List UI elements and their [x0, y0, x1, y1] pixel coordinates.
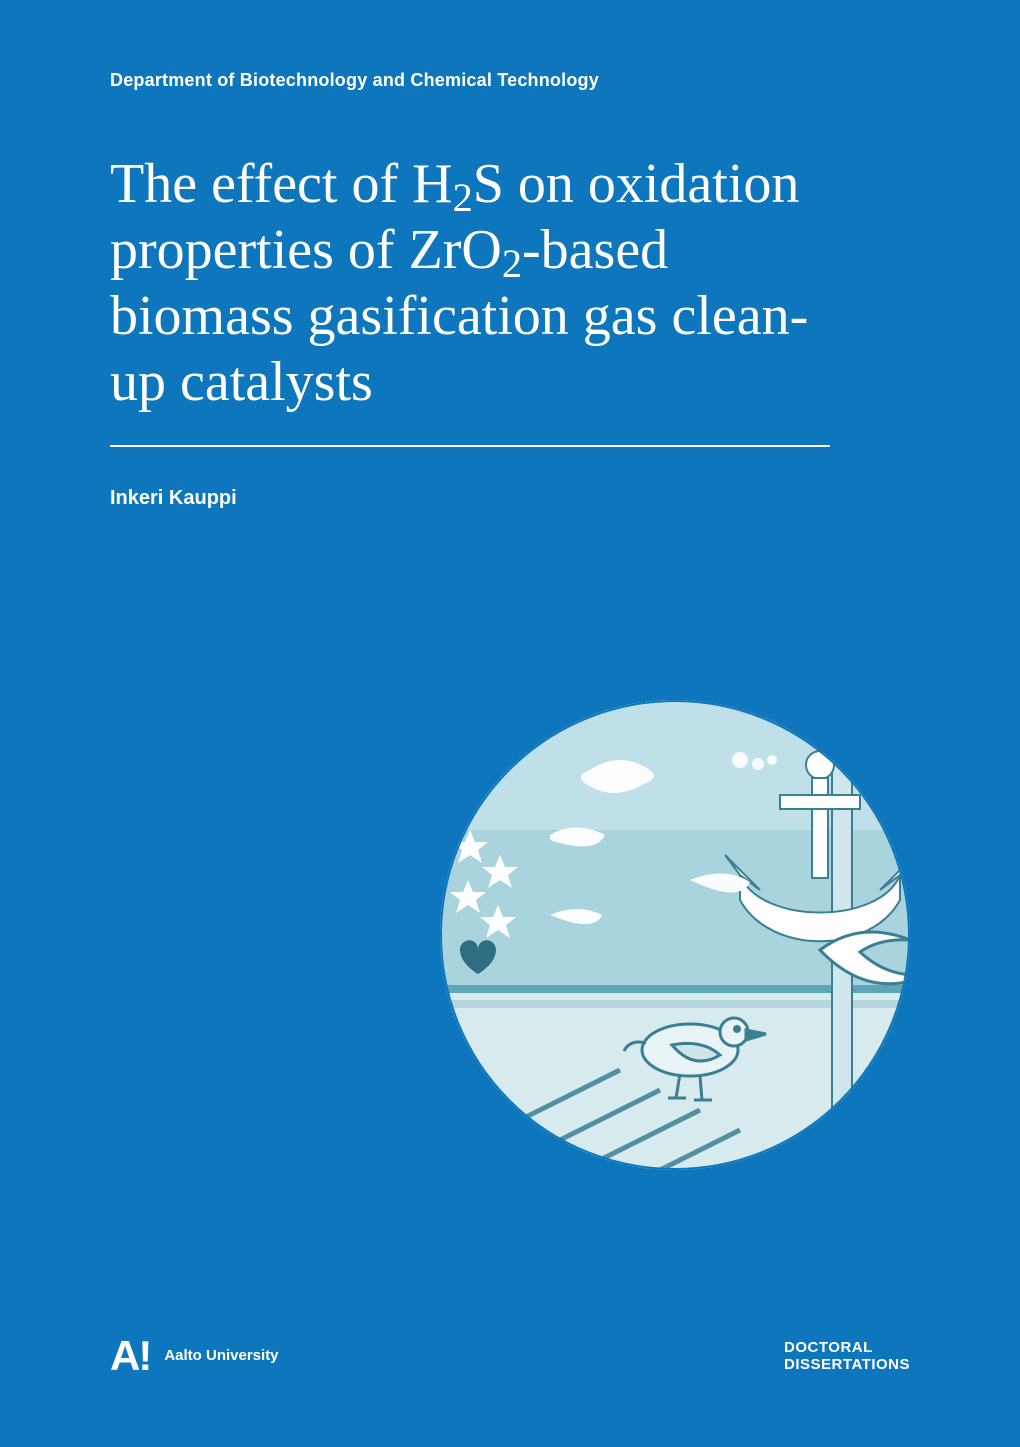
- author-name: Inkeri Kauppi: [110, 487, 910, 510]
- dissertation-title: The effect of H2S on oxidation propertie…: [110, 151, 830, 415]
- university-name: Aalto University: [164, 1347, 278, 1364]
- aalto-logo-text: Aalto University: [164, 1347, 278, 1364]
- subscript-zro2: 2: [502, 241, 522, 286]
- subscript-h2s: 2: [453, 175, 473, 220]
- footer-left: A! Aalto University: [110, 1335, 279, 1377]
- department-line: Department of Biotechnology and Chemical…: [110, 70, 910, 91]
- series-label: DOCTORAL DISSERTATIONS: [784, 1339, 910, 1374]
- aalto-logo-mark: A!: [110, 1335, 150, 1377]
- title-divider: [110, 445, 830, 447]
- footer: A! Aalto University DOCTORAL DISSERTATIO…: [110, 1335, 910, 1377]
- cover-illustration: [440, 700, 910, 1170]
- series-line-1: DOCTORAL: [784, 1339, 910, 1356]
- cover-page: Department of Biotechnology and Chemical…: [0, 0, 1020, 1447]
- title-segment: The effect of H: [110, 153, 453, 215]
- series-line-2: DISSERTATIONS: [784, 1356, 910, 1373]
